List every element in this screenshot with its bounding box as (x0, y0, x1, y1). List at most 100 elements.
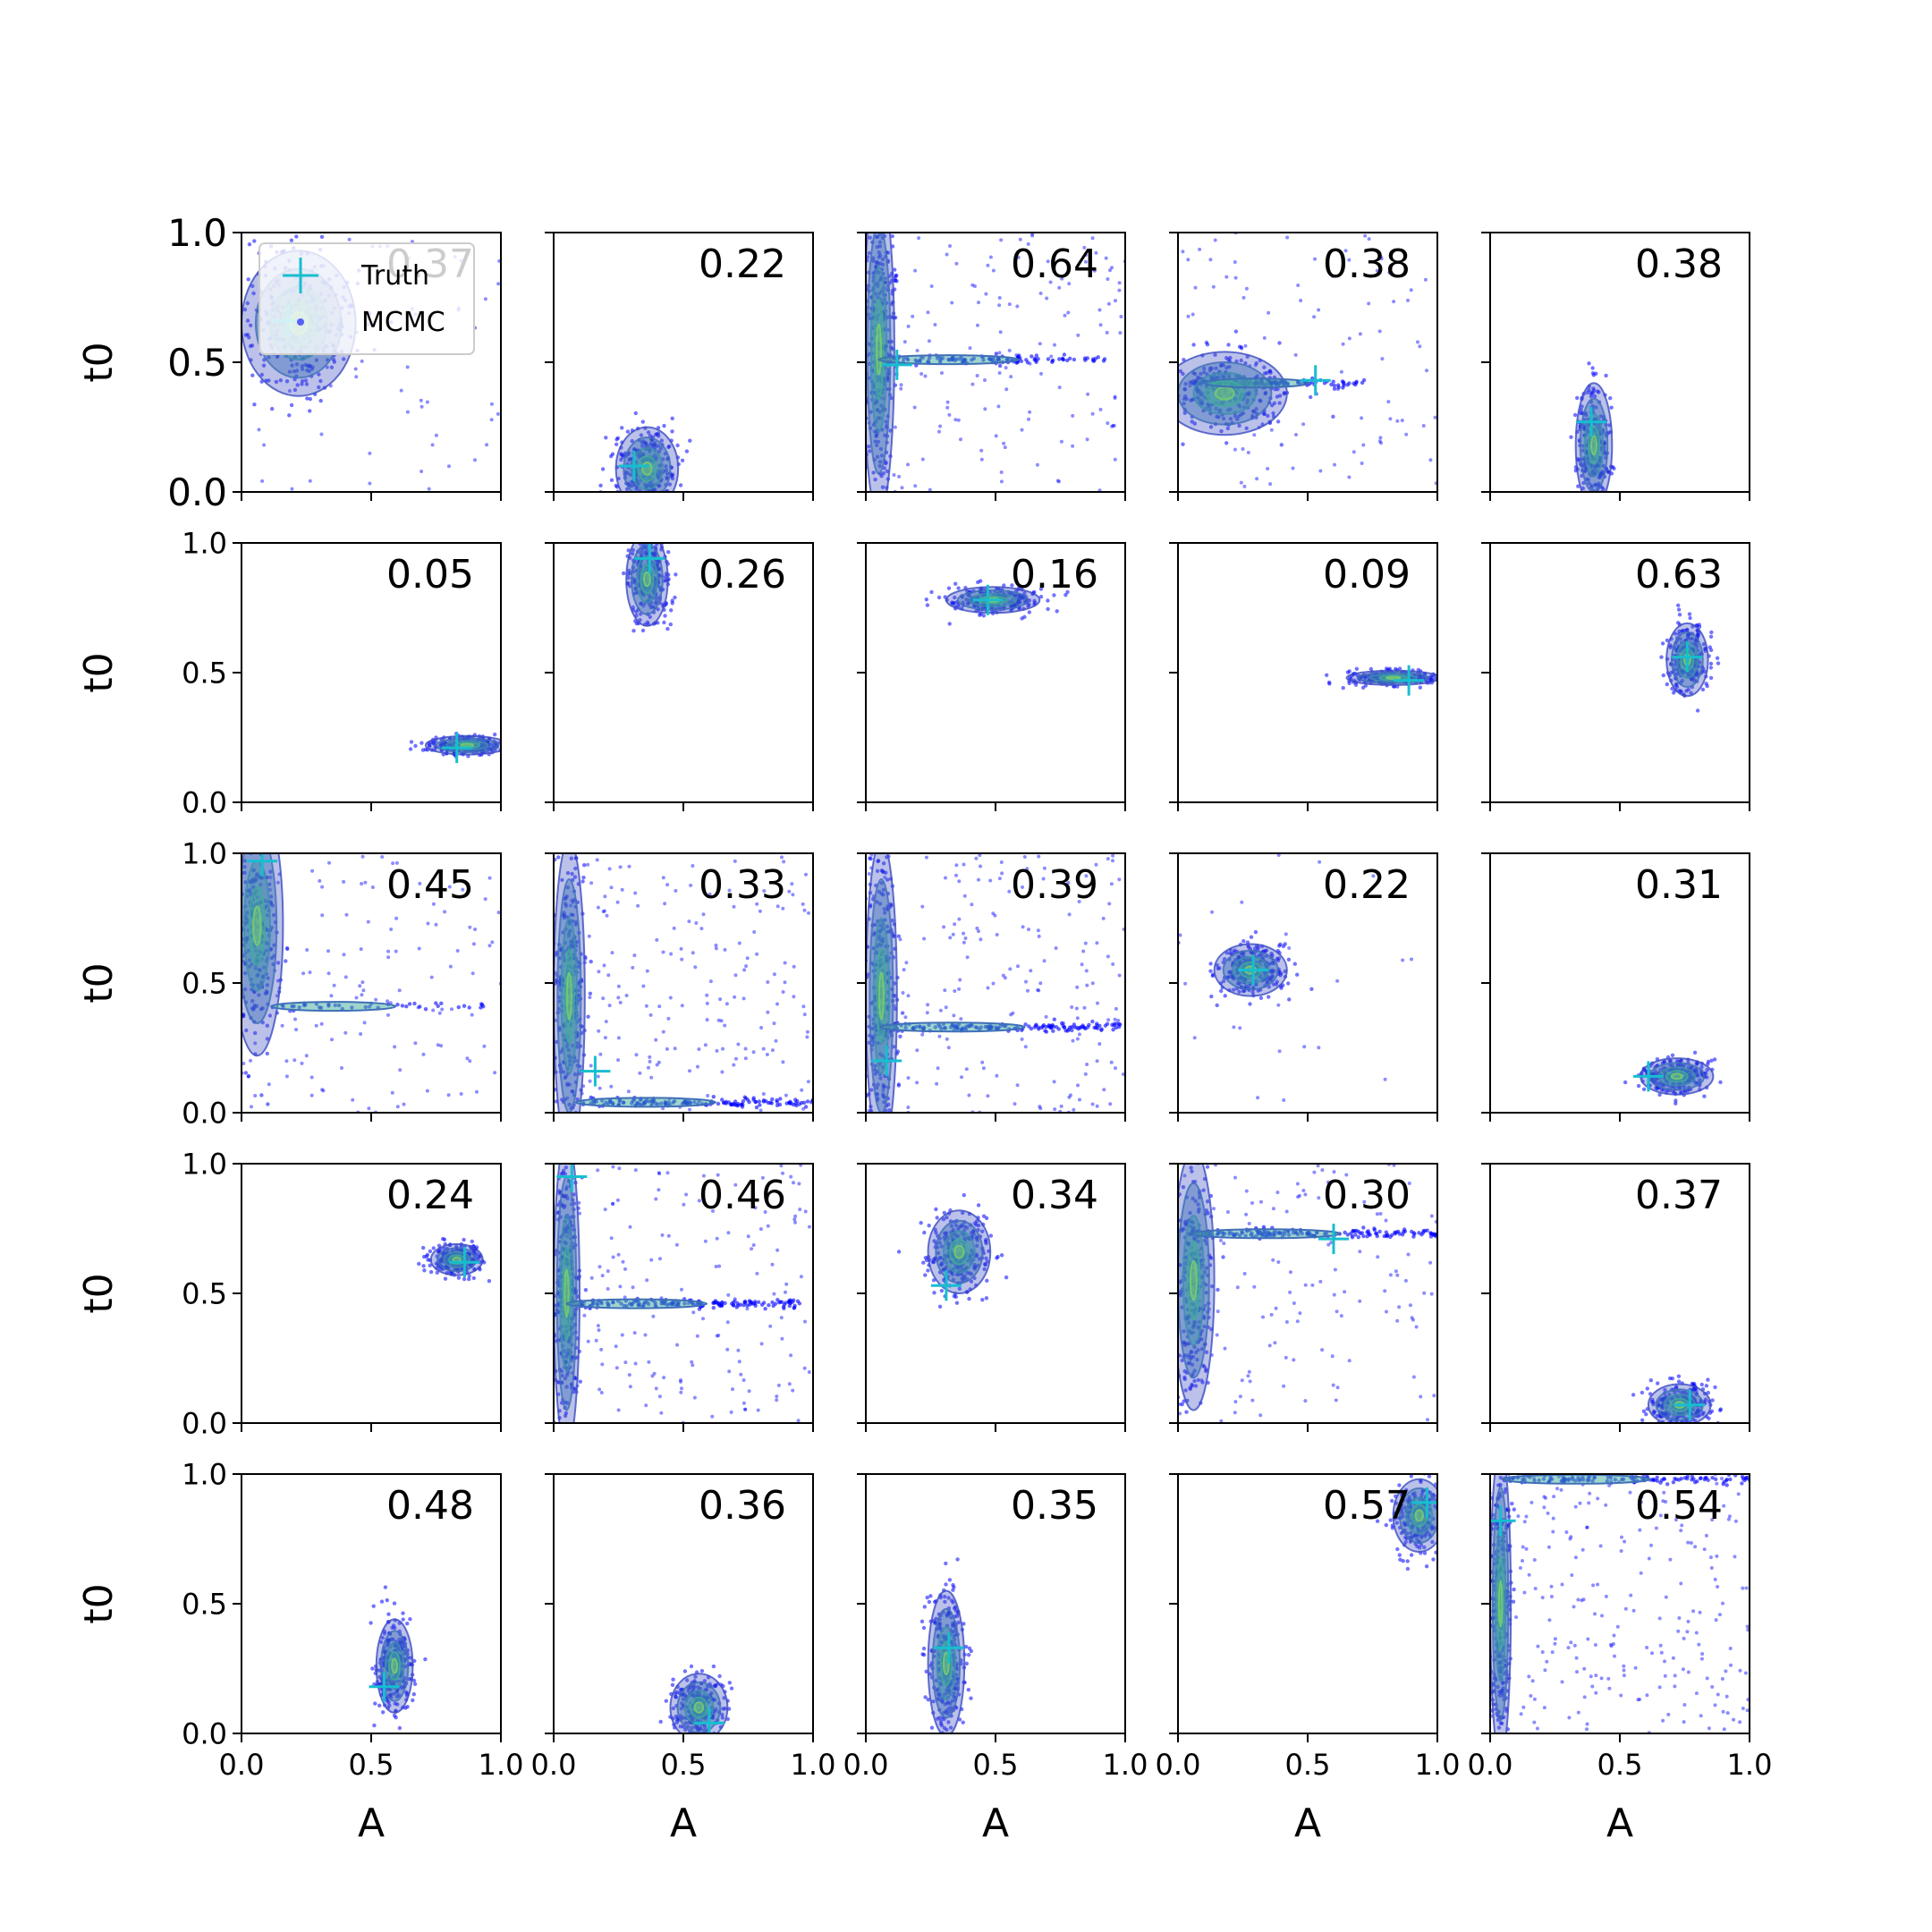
mcmc-sample-point (929, 284, 934, 288)
mcmc-sample-point (267, 887, 272, 892)
mcmc-sample-point (260, 975, 265, 979)
mcmc-sample-point (1395, 419, 1400, 423)
mcmc-sample-point (1182, 387, 1188, 392)
mcmc-sample-point (665, 1046, 669, 1051)
density-contour (869, 265, 888, 434)
mcmc-sample-point (1277, 401, 1282, 405)
panel-r1-c4-truth-marker (1672, 641, 1703, 673)
mcmc-sample-point (936, 595, 942, 600)
mcmc-sample-point (906, 324, 911, 328)
mcmc-sample-point (884, 419, 888, 424)
mcmc-sample-point (343, 975, 348, 979)
mcmc-sample-point (871, 256, 876, 260)
mcmc-sample-point (900, 1011, 905, 1015)
mcmc-sample-point (305, 396, 309, 401)
mcmc-sample-point (1425, 369, 1428, 373)
mcmc-sample-point (952, 601, 956, 606)
mcmc-sample-point (361, 988, 366, 993)
mcmc-sample-point (802, 1013, 807, 1017)
mcmc-sample-point (751, 1097, 756, 1102)
mcmc-sample-point (873, 401, 877, 406)
mcmc-sample-point (999, 238, 1004, 242)
mcmc-sample-point (902, 340, 907, 344)
mcmc-sample-point (326, 971, 331, 976)
mcmc-sample-point (1224, 275, 1229, 279)
mcmc-sample-point (565, 1081, 570, 1086)
mcmc-sample-point (1386, 400, 1391, 404)
mcmc-sample-point (619, 453, 624, 457)
mcmc-sample-point (419, 398, 423, 402)
mcmc-sample-point (1233, 329, 1239, 334)
mcmc-sample-point (1182, 402, 1186, 406)
mcmc-sample-point (1684, 689, 1689, 693)
mcmc-sample-point (699, 927, 704, 931)
mcmc-sample-point (641, 546, 646, 550)
mcmc-sample-point (663, 575, 668, 580)
mcmc-sample-point (1072, 357, 1077, 362)
mcmc-sample-point (284, 1074, 289, 1079)
mcmc-sample-point (732, 904, 736, 909)
mcmc-sample-point (633, 411, 638, 416)
mcmc-sample-point (620, 426, 624, 430)
mcmc-sample-point (781, 906, 785, 911)
mcmc-sample-point (292, 355, 298, 360)
mcmc-sample-point (1004, 387, 1009, 392)
mcmc-sample-point (1197, 397, 1202, 402)
mcmc-sample-point (657, 1060, 661, 1064)
mcmc-sample-point (600, 467, 606, 471)
mcmc-sample-point (289, 402, 294, 408)
density-contour (1590, 435, 1597, 456)
mcmc-sample-point (890, 919, 894, 923)
mcmc-sample-point (343, 1030, 348, 1035)
mcmc-sample-point (447, 464, 451, 469)
mcmc-sample-point (715, 1048, 719, 1053)
mcmc-sample-point (247, 958, 252, 962)
mcmc-sample-point (649, 1075, 654, 1080)
mcmc-sample-point (674, 888, 678, 893)
mcmc-sample-point (252, 239, 257, 243)
mcmc-sample-point (1046, 357, 1051, 361)
mcmc-sample-point (366, 919, 370, 924)
mcmc-sample-point (319, 234, 325, 239)
mcmc-sample-point (656, 607, 660, 612)
mcmc-sample-point (360, 882, 364, 886)
mcmc-sample-point (896, 934, 901, 938)
mcmc-sample-point (265, 1037, 270, 1041)
mcmc-sample-point (254, 959, 258, 964)
mcmc-sample-point (953, 581, 958, 586)
mcmc-sample-point (1341, 685, 1345, 691)
mcmc-sample-point (892, 473, 896, 477)
mcmc-sample-point (447, 885, 452, 889)
mcmc-sample-point (670, 416, 674, 420)
panel-r1-c3: 0.09 (1169, 542, 1438, 811)
mcmc-sample-point (884, 462, 888, 466)
mcmc-sample-point (490, 940, 495, 945)
mcmc-sample-point (294, 1028, 299, 1032)
mcmc-sample-point (965, 601, 970, 606)
mcmc-sample-point (616, 984, 621, 988)
mcmc-sample-point (1589, 483, 1594, 488)
mcmc-sample-point (1118, 331, 1123, 335)
density-contour (252, 905, 262, 946)
density-contour (873, 298, 885, 401)
mcmc-sample-point (416, 1005, 420, 1010)
mcmc-sample-point (465, 1056, 470, 1061)
mcmc-sample-point (984, 292, 988, 296)
mcmc-sample-point (878, 1076, 883, 1080)
mcmc-sample-point (948, 244, 952, 248)
mcmc-sample-point (644, 578, 649, 582)
mcmc-sample-point (1057, 357, 1062, 361)
mcmc-sample-point (574, 1059, 579, 1063)
mcmc-sample-point (1708, 675, 1714, 681)
mcmc-sample-point (459, 1092, 463, 1096)
mcmc-sample-point (1233, 260, 1237, 264)
mcmc-sample-point (301, 971, 306, 976)
mcmc-sample-point (1181, 371, 1185, 377)
mcmc-sample-point (1239, 480, 1243, 485)
mcmc-sample-point (1233, 414, 1238, 419)
mcmc-sample-point (884, 276, 888, 281)
mcmc-sample-point (260, 479, 265, 483)
mcmc-sample-point (1206, 403, 1211, 408)
mcmc-sample-point (566, 934, 571, 938)
mcmc-sample-point (1318, 469, 1323, 473)
